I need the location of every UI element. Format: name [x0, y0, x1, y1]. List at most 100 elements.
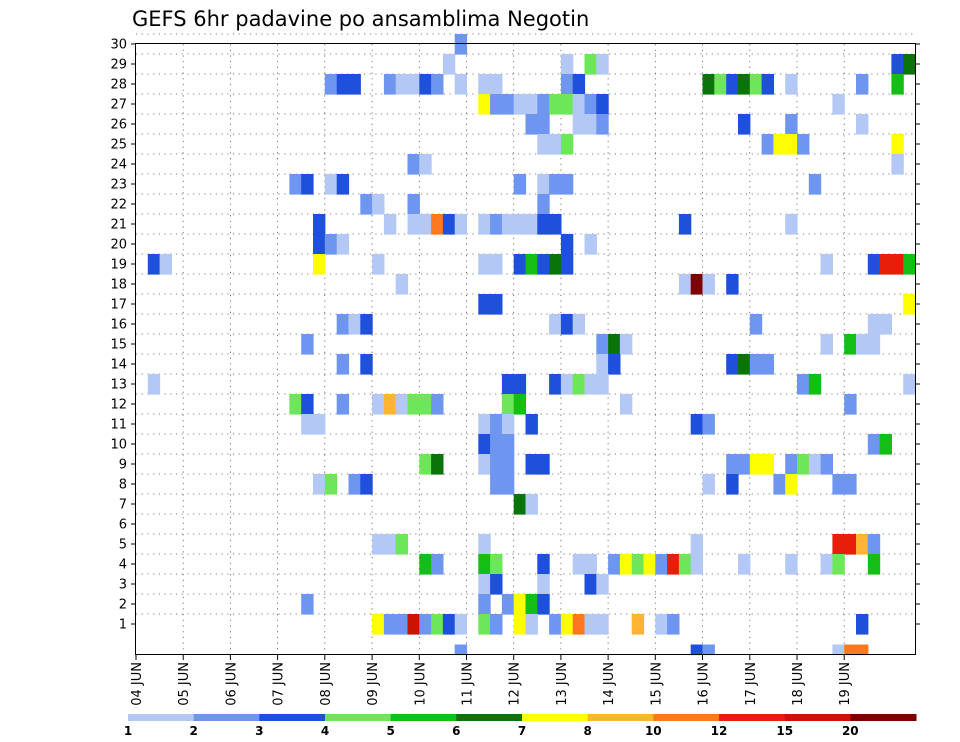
- precip-cell: [643, 554, 656, 575]
- legend-label: 1: [124, 724, 132, 738]
- legend-label: 7: [518, 724, 526, 738]
- y-tick-label: 9: [119, 458, 127, 473]
- precip-cell: [549, 174, 562, 195]
- precip-cell: [324, 74, 338, 95]
- precip-cell: [490, 554, 503, 575]
- legend-label: 3: [255, 724, 263, 738]
- precip-cell: [289, 394, 302, 415]
- precip-cell: [525, 254, 538, 275]
- precip-cell: [584, 54, 597, 75]
- precip-cell: [360, 474, 373, 495]
- precip-cell: [761, 454, 774, 475]
- precip-cell: [383, 614, 397, 635]
- precip-cell: [856, 614, 869, 635]
- precip-cell: [407, 394, 420, 415]
- precip-cell: [832, 94, 845, 115]
- precip-cell: [407, 154, 420, 175]
- precip-cell: [903, 254, 916, 275]
- precip-cell: [501, 474, 515, 495]
- precip-cell: [348, 314, 361, 335]
- precip-cell: [891, 254, 904, 275]
- precip-cell: [147, 374, 161, 395]
- precip-cell: [454, 214, 468, 235]
- legend-swatch: [128, 714, 195, 721]
- precip-cell: [490, 294, 503, 315]
- precip-cell: [490, 214, 503, 235]
- x-tick-label: 19 JUN: [838, 662, 853, 706]
- precip-cell: [808, 374, 822, 395]
- precip-cell: [560, 374, 574, 395]
- legend-swatch: [587, 714, 654, 721]
- precip-cell: [726, 474, 739, 495]
- y-tick-label: 30: [110, 38, 127, 53]
- precip-cell: [808, 454, 822, 475]
- precip-cell: [773, 474, 786, 495]
- precip-cell: [348, 74, 361, 95]
- precip-cell: [596, 574, 609, 595]
- precip-cell: [560, 254, 574, 275]
- x-tick-label: 10 JUN: [413, 662, 428, 706]
- precip-cell: [832, 644, 845, 656]
- y-tick-label: 27: [110, 98, 127, 113]
- chart-title: GEFS 6hr padavine po ansamblima Negotin: [132, 7, 589, 31]
- legend-label: 2: [190, 724, 198, 738]
- precip-cell: [395, 274, 409, 295]
- precip-cell: [324, 174, 338, 195]
- precip-cell: [820, 554, 833, 575]
- precip-cell: [690, 274, 704, 295]
- x-tick-label: 07 JUN: [272, 662, 287, 706]
- precip-cell: [336, 314, 350, 335]
- legend-swatch: [390, 714, 457, 721]
- precip-cell: [478, 94, 491, 115]
- precip-cell: [702, 644, 715, 656]
- precip-cell: [419, 74, 432, 95]
- precip-cell: [549, 314, 562, 335]
- precip-cell: [537, 114, 550, 135]
- precip-cell: [324, 234, 338, 255]
- y-tick-label: 19: [110, 258, 127, 273]
- precip-cell: [702, 74, 715, 95]
- precip-cell: [407, 194, 420, 215]
- y-tick-label: 22: [110, 198, 127, 213]
- x-tick-label: 12 JUN: [508, 662, 523, 706]
- precip-cell: [501, 374, 515, 395]
- precip-cell: [301, 174, 314, 195]
- precip-cell: [891, 154, 904, 175]
- precip-cell: [820, 454, 833, 475]
- precip-cell: [431, 394, 444, 415]
- precip-cell: [348, 474, 361, 495]
- precip-cell: [442, 54, 456, 75]
- y-tick-label: 24: [110, 158, 127, 173]
- precip-cell: [313, 234, 326, 255]
- legend-swatch: [850, 714, 917, 721]
- y-tick-label: 28: [110, 78, 127, 93]
- precip-cell: [584, 234, 597, 255]
- precip-cell: [903, 294, 916, 315]
- precip-cell: [501, 414, 515, 435]
- legend-swatch: [325, 714, 392, 721]
- precip-cell: [749, 454, 763, 475]
- y-tick-label: 4: [119, 558, 127, 573]
- precip-cell: [525, 614, 538, 635]
- precip-cell: [313, 254, 326, 275]
- precip-cell: [714, 74, 727, 95]
- precip-cell: [832, 554, 845, 575]
- plot-frame: [135, 43, 916, 655]
- legend-label: 5: [387, 724, 395, 738]
- precip-cell: [501, 594, 515, 615]
- y-tick-label: 1: [119, 618, 127, 633]
- precip-cell: [738, 354, 751, 375]
- precip-cell: [572, 74, 586, 95]
- precip-cell: [431, 454, 444, 475]
- precip-cell: [525, 114, 538, 135]
- precip-cell: [490, 94, 503, 115]
- precip-cell: [537, 454, 550, 475]
- legend-label: 8: [584, 724, 592, 738]
- y-tick-label: 17: [110, 298, 127, 313]
- precip-cell: [856, 114, 869, 135]
- y-tick-label: 14: [110, 358, 127, 373]
- x-tick-label: 08 JUN: [319, 662, 334, 706]
- precip-cell: [844, 534, 857, 555]
- precip-cell: [513, 594, 527, 615]
